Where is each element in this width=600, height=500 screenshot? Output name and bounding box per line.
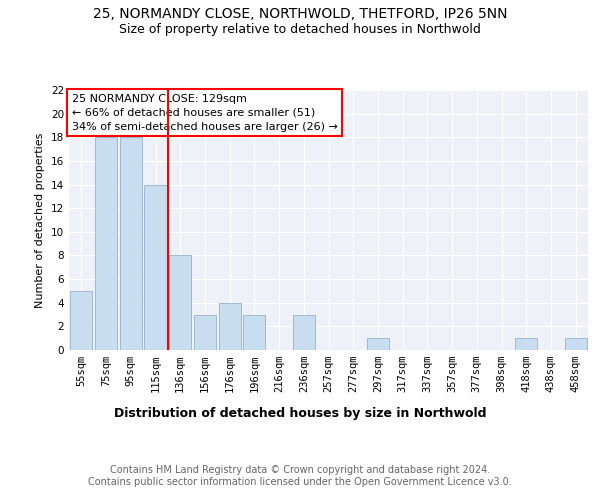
Bar (169, 256, 191, 350)
Text: Distribution of detached houses by size in Northwold: Distribution of detached houses by size … (114, 408, 486, 420)
Bar (95, 138, 117, 350)
Bar (243, 314, 265, 350)
Y-axis label: Number of detached properties: Number of detached properties (35, 132, 46, 308)
Bar (293, 314, 315, 350)
Bar (367, 338, 389, 350)
Bar (565, 338, 587, 350)
Text: 25 NORMANDY CLOSE: 129sqm
← 66% of detached houses are smaller (51)
34% of semi-: 25 NORMANDY CLOSE: 129sqm ← 66% of detac… (71, 94, 337, 132)
Bar (70, 291, 92, 350)
Bar (218, 302, 241, 350)
Bar (119, 138, 142, 350)
Bar (145, 184, 167, 350)
Bar (194, 314, 216, 350)
Text: 25, NORMANDY CLOSE, NORTHWOLD, THETFORD, IP26 5NN: 25, NORMANDY CLOSE, NORTHWOLD, THETFORD,… (93, 8, 507, 22)
Bar (515, 338, 538, 350)
Text: Contains HM Land Registry data © Crown copyright and database right 2024.
Contai: Contains HM Land Registry data © Crown c… (88, 465, 512, 486)
Text: Size of property relative to detached houses in Northwold: Size of property relative to detached ho… (119, 22, 481, 36)
